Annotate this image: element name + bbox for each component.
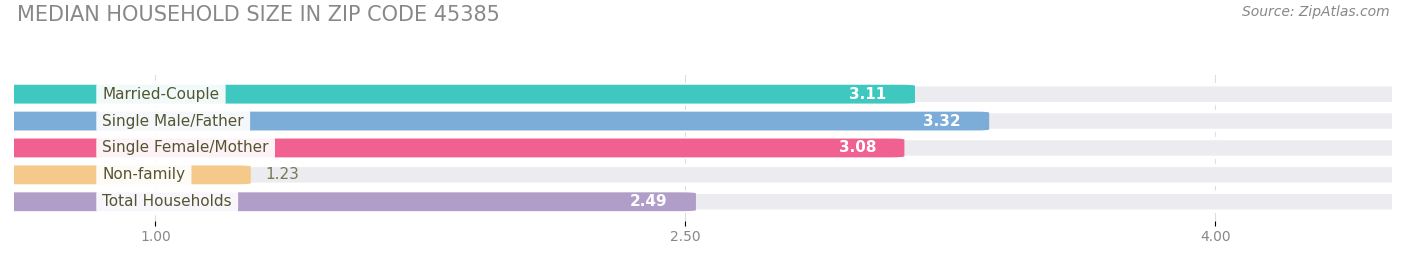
FancyBboxPatch shape (0, 192, 696, 211)
Text: Married-Couple: Married-Couple (103, 87, 219, 102)
Text: Single Male/Father: Single Male/Father (103, 114, 245, 129)
FancyBboxPatch shape (0, 165, 1406, 184)
Text: Total Households: Total Households (103, 194, 232, 209)
FancyBboxPatch shape (0, 112, 990, 130)
Text: Single Female/Mother: Single Female/Mother (103, 140, 269, 155)
FancyBboxPatch shape (0, 139, 904, 157)
Text: 3.11: 3.11 (849, 87, 887, 102)
Text: 3.32: 3.32 (924, 114, 960, 129)
Text: 3.08: 3.08 (838, 140, 876, 155)
FancyBboxPatch shape (0, 112, 1406, 130)
FancyBboxPatch shape (0, 85, 1406, 104)
Text: Non-family: Non-family (103, 167, 186, 182)
Text: 1.23: 1.23 (264, 167, 299, 182)
FancyBboxPatch shape (0, 192, 1406, 211)
Text: MEDIAN HOUSEHOLD SIZE IN ZIP CODE 45385: MEDIAN HOUSEHOLD SIZE IN ZIP CODE 45385 (17, 5, 499, 25)
FancyBboxPatch shape (0, 165, 250, 184)
FancyBboxPatch shape (0, 139, 1406, 157)
FancyBboxPatch shape (0, 85, 915, 104)
Text: Source: ZipAtlas.com: Source: ZipAtlas.com (1241, 5, 1389, 19)
Text: 2.49: 2.49 (630, 194, 668, 209)
